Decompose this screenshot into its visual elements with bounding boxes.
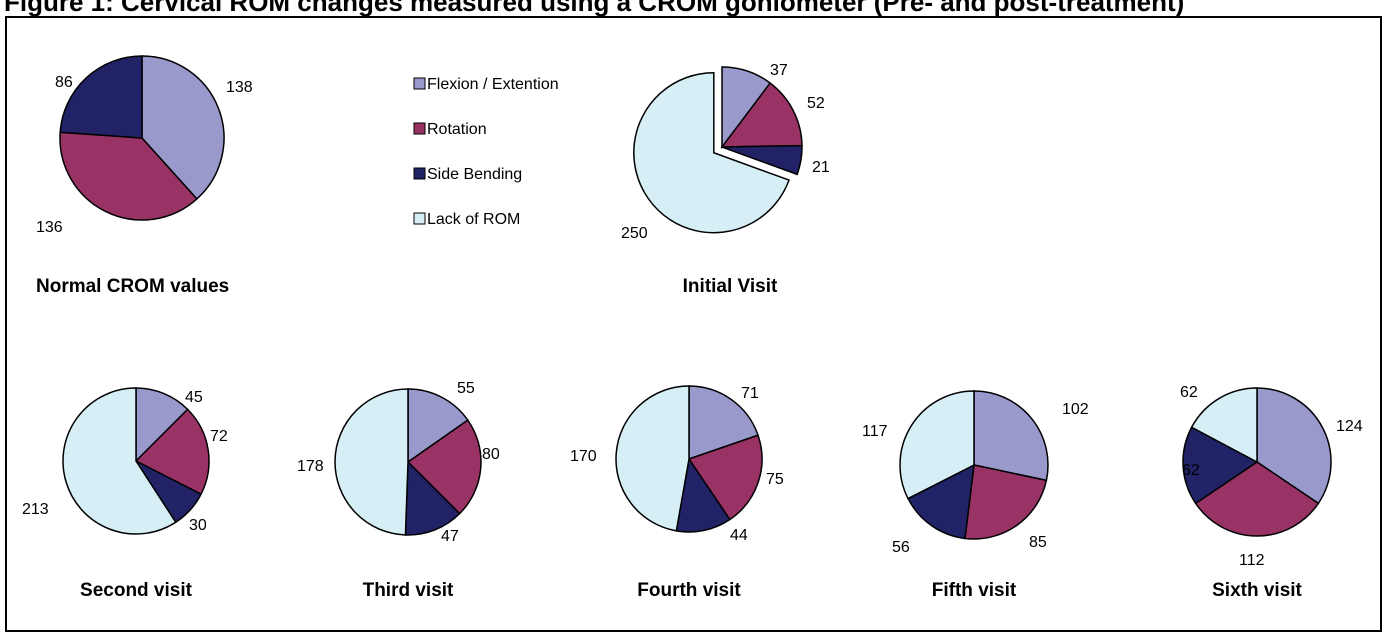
data-label: 170 xyxy=(570,448,597,465)
legend-swatch xyxy=(413,122,426,135)
pie-slice-rotation xyxy=(964,464,1048,540)
figure-frame xyxy=(5,16,1382,632)
data-label: 71 xyxy=(741,385,759,402)
data-label: 213 xyxy=(22,501,49,518)
pie-slice-side-bending xyxy=(59,55,143,139)
pie-slice-lack-of-rom xyxy=(62,387,177,535)
pie-chart-3: 45 72 30 213 Second visit xyxy=(22,387,228,601)
pie-title: Third visit xyxy=(363,580,454,601)
pie-slice-flexion-extension xyxy=(973,390,1049,482)
data-label: 138 xyxy=(226,79,253,96)
data-label: 117 xyxy=(862,423,888,440)
pie-title: Second visit xyxy=(80,580,193,601)
data-label: 56 xyxy=(892,539,910,556)
pie-chart-6: 102 85 56 117 Fifth visit xyxy=(862,390,1089,601)
figure-header: Figure 1: Cervical ROM changes measured … xyxy=(0,0,1391,20)
pie-chart-1: 138 136 86 Normal CROM values xyxy=(36,55,253,297)
pie-slice-rotation xyxy=(134,408,210,496)
data-label: 86 xyxy=(55,74,73,91)
pie-chart-5: 71 75 44 170 Fourth visit xyxy=(570,385,784,601)
legend-label: Flexion / Extention xyxy=(427,76,559,93)
pie-title: Fifth visit xyxy=(932,580,1017,601)
legend-swatch xyxy=(413,212,426,225)
data-label: 112 xyxy=(1239,552,1265,569)
pies-layer: 138 136 86 Normal CROM values 37 52 21 250 Initi… xyxy=(22,55,1363,601)
pie-slice-flexion-extension xyxy=(407,388,469,464)
data-label: 30 xyxy=(189,517,207,534)
data-label: 250 xyxy=(621,225,648,242)
data-label: 62 xyxy=(1180,384,1198,401)
data-label: 80 xyxy=(482,446,500,463)
pie-slice-rotation xyxy=(687,434,763,521)
figure-caption: Figure 1: Cervical ROM changes measured … xyxy=(4,0,1185,17)
pie-slice-side-bending xyxy=(907,463,975,540)
data-label: 55 xyxy=(457,380,475,397)
data-label: 52 xyxy=(807,95,825,112)
pie-slice-flexion-extension xyxy=(135,387,189,463)
legend-label: Lack of ROM xyxy=(427,211,520,228)
pie-chart-2: 37 52 21 250 Initial Visit xyxy=(621,62,830,297)
pie-slice-lack-of-rom xyxy=(633,71,790,234)
data-label: 62 xyxy=(1182,462,1200,479)
legend-swatch xyxy=(413,77,426,90)
pie-slice-rotation xyxy=(720,82,803,148)
pie-title: Initial Visit xyxy=(683,276,778,297)
pie-slice-lack-of-rom xyxy=(1190,387,1258,464)
pie-slice-flexion-extension xyxy=(1256,387,1332,505)
data-label: 75 xyxy=(766,471,784,488)
pie-title: Normal CROM values xyxy=(36,276,229,297)
pie-title: Sixth visit xyxy=(1212,580,1302,601)
pie-slice-rotation xyxy=(1194,461,1320,537)
data-label: 45 xyxy=(185,389,203,406)
pie-title: Fourth visit xyxy=(637,580,741,601)
data-label: 21 xyxy=(812,159,830,176)
legend-swatch xyxy=(413,167,426,180)
pie-slice-lack-of-rom xyxy=(334,388,409,536)
data-label: 102 xyxy=(1062,401,1089,418)
data-label: 136 xyxy=(36,219,63,236)
data-label: 85 xyxy=(1029,534,1047,551)
data-label: 178 xyxy=(297,458,324,475)
pie-chart-7: 124 112 62 62 Sixth visit xyxy=(1180,384,1363,601)
pie-slice-rotation xyxy=(59,131,198,221)
legend-label: Rotation xyxy=(427,121,487,138)
data-label: 47 xyxy=(441,528,459,545)
data-label: 44 xyxy=(730,527,748,544)
pie-slice-rotation xyxy=(406,419,482,515)
pie-slice-lack-of-rom xyxy=(899,390,975,500)
data-label: 72 xyxy=(210,428,228,445)
data-label: 37 xyxy=(770,62,788,79)
pie-slice-side-bending xyxy=(721,144,803,176)
pie-slice-flexion-extension xyxy=(141,55,225,200)
data-label: 124 xyxy=(1336,418,1363,435)
pie-slice-side-bending xyxy=(1182,426,1259,505)
legend: Flexion / Extention Rotation Side Bending L… xyxy=(413,76,559,228)
pie-slice-side-bending xyxy=(404,460,461,536)
legend-label: Side Bending xyxy=(427,166,522,183)
pie-chart-4: 55 80 47 178 Third visit xyxy=(297,380,500,601)
pie-slice-lack-of-rom xyxy=(615,385,690,532)
